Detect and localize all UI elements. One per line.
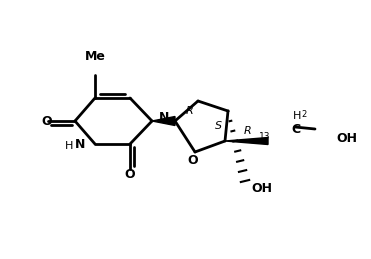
Text: 2: 2 [301, 110, 306, 119]
Text: OH: OH [252, 183, 273, 196]
Text: S: S [214, 121, 221, 131]
Text: O: O [188, 154, 198, 167]
Text: O: O [42, 114, 52, 127]
Text: H: H [65, 141, 73, 151]
Text: R: R [186, 106, 194, 116]
Text: N: N [159, 111, 170, 124]
Text: O: O [125, 169, 135, 182]
Text: Me: Me [85, 49, 105, 62]
Text: H: H [293, 111, 301, 121]
Text: R: R [244, 126, 252, 136]
Text: OH: OH [336, 132, 357, 145]
Polygon shape [152, 117, 175, 126]
Text: N: N [75, 138, 85, 150]
Polygon shape [225, 138, 268, 145]
Text: 13: 13 [259, 132, 270, 140]
Text: C: C [291, 123, 300, 135]
